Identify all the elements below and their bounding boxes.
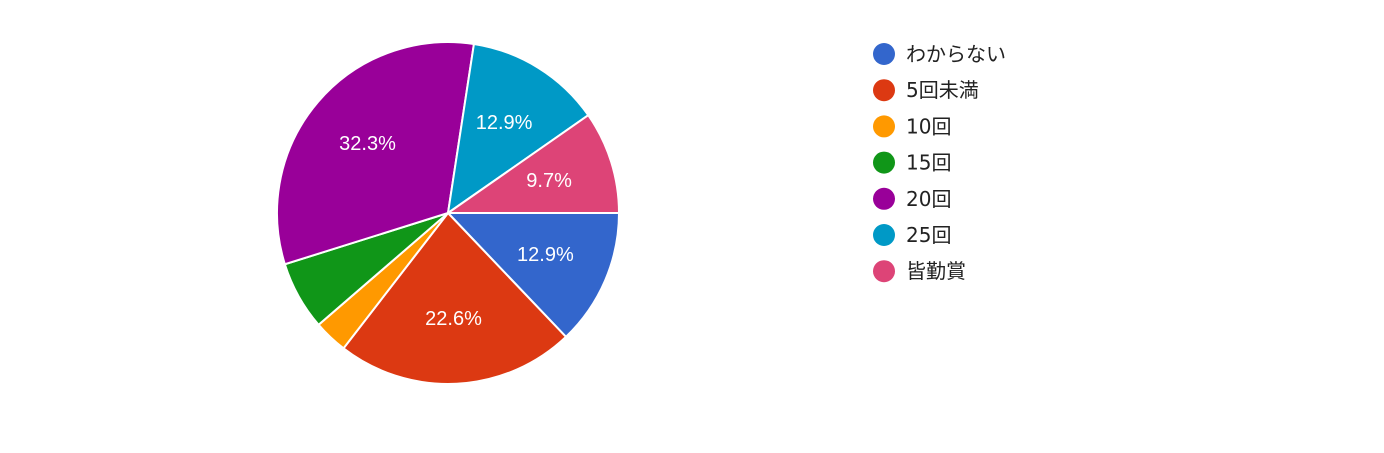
- pie-slices: [276, 41, 621, 385]
- pie-labels: 12.9% 22.6% 32.3% 12.9% 9.7%: [339, 112, 574, 330]
- legend-label: 15回: [906, 151, 951, 175]
- pie-slice[interactable]: [276, 41, 476, 266]
- pie-slice[interactable]: [342, 211, 568, 385]
- legend-swatch: [873, 43, 895, 65]
- slice-label: 12.9%: [517, 244, 574, 266]
- legend-swatch: [873, 224, 895, 246]
- legend-label: 20回: [906, 187, 951, 211]
- legend-item[interactable]: わからない: [873, 42, 1006, 66]
- legend-swatch: [873, 79, 895, 102]
- legend-item[interactable]: 10回: [873, 114, 951, 138]
- slice-label: 9.7%: [526, 170, 572, 192]
- legend-label: 5回未満: [906, 78, 979, 102]
- pie-slice[interactable]: [444, 113, 621, 214]
- legend-swatch: [873, 115, 895, 138]
- legend-swatch: [873, 260, 895, 283]
- slice-label: 22.6%: [425, 308, 482, 330]
- legend-item[interactable]: 5回未満: [873, 78, 979, 102]
- slice-label: 32.3%: [339, 133, 396, 155]
- legend-swatch: [873, 151, 895, 174]
- legend-label: わからない: [906, 42, 1006, 66]
- legend-label: 25回: [906, 223, 951, 247]
- legend-label: 10回: [906, 114, 951, 138]
- legend-item[interactable]: 25回: [873, 223, 951, 247]
- legend-swatch: [873, 187, 895, 210]
- pie-slice[interactable]: [446, 42, 590, 216]
- legend-item[interactable]: 皆勤賞: [873, 259, 966, 283]
- pie-slice[interactable]: [445, 212, 621, 339]
- legend-item[interactable]: 20回: [873, 187, 951, 211]
- slice-label: 12.9%: [476, 112, 533, 134]
- legend-item[interactable]: 15回: [873, 151, 951, 175]
- legend-label: 皆勤賞: [906, 259, 966, 283]
